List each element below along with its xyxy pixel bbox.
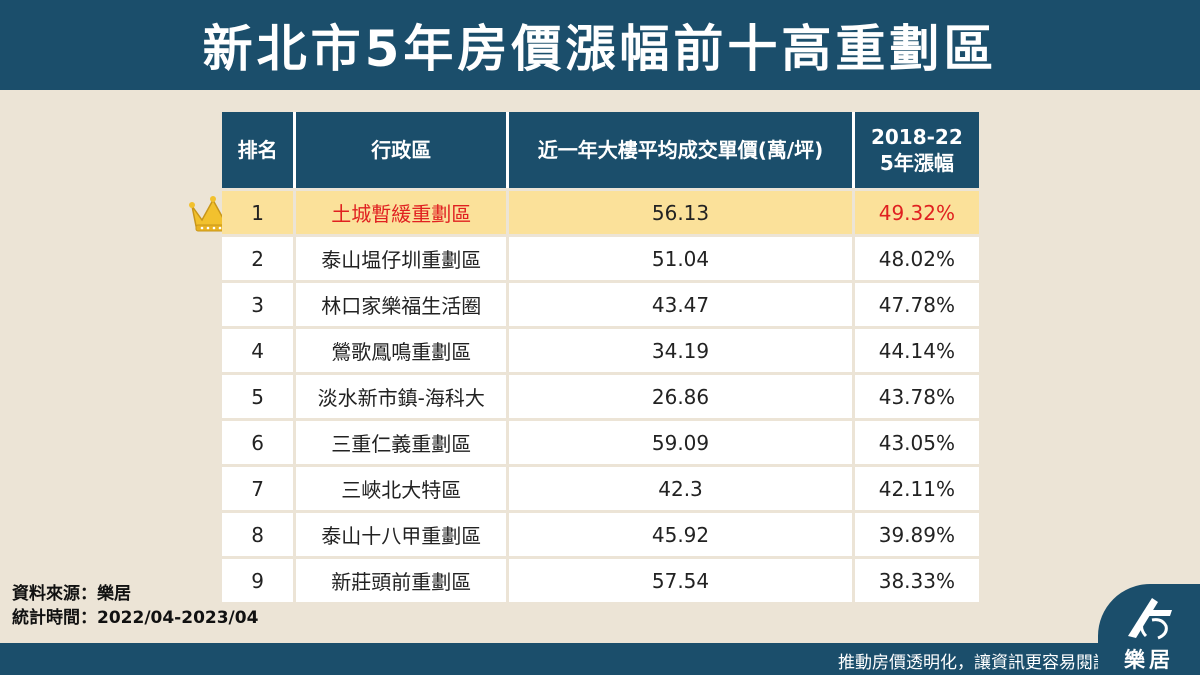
ranking-table: 排名 行政區 近一年大樓平均成交單價(萬/坪) 2018-22 5年漲幅 1 土… (222, 112, 979, 602)
cell-price: 43.47 (509, 280, 855, 326)
cell-rank: 8 (222, 510, 297, 556)
cell-growth: 47.78% (854, 280, 979, 326)
cell-growth: 43.78% (854, 372, 979, 418)
table-row: 9 新莊頭前重劃區 57.54 38.33% (222, 556, 979, 602)
footer-bar: 推動房價透明化，讓資訊更容易閱讀 (0, 643, 1200, 675)
header-growth-line1: 2018-22 (870, 125, 963, 149)
table-row: 7 三峽北大特區 42.3 42.11% (222, 464, 979, 510)
page-title: 新北市5年房價漲幅前十高重劃區 (202, 20, 998, 78)
period-line: 統計時間：2022/04-2023/04 (12, 608, 259, 628)
cell-district: 三峽北大特區 (296, 464, 510, 510)
cell-district: 三重仁義重劃區 (296, 418, 510, 464)
cell-growth: 49.32% (854, 188, 979, 234)
cell-price: 42.3 (509, 464, 855, 510)
source-line: 資料來源：樂居 (12, 584, 131, 604)
header-growth: 2018-22 5年漲幅 (854, 112, 979, 188)
cell-district: 泰山十八甲重劃區 (296, 510, 510, 556)
header-growth-line2: 5年漲幅 (879, 151, 954, 175)
cell-district: 泰山塭仔圳重劃區 (296, 234, 510, 280)
source-note: 資料來源：樂居 統計時間：2022/04-2023/04 (12, 582, 258, 630)
cell-growth: 48.02% (854, 234, 979, 280)
ranking-table-container: 排名 行政區 近一年大樓平均成交單價(萬/坪) 2018-22 5年漲幅 1 土… (222, 112, 979, 602)
table-row: 6 三重仁義重劃區 59.09 43.05% (222, 418, 979, 464)
cell-price: 51.04 (509, 234, 855, 280)
cell-growth: 42.11% (854, 464, 979, 510)
cell-price: 57.54 (509, 556, 855, 602)
cell-district: 土城暫緩重劃區 (296, 188, 510, 234)
footer-slogan: 推動房價透明化，讓資訊更容易閱讀 (838, 653, 1110, 673)
cell-district: 林口家樂福生活圈 (296, 280, 510, 326)
cell-rank: 9 (222, 556, 297, 602)
cell-rank: 5 (222, 372, 297, 418)
cell-rank: 1 (222, 188, 297, 234)
table-row: 2 泰山塭仔圳重劃區 51.04 48.02% (222, 234, 979, 280)
cell-rank: 4 (222, 326, 297, 372)
cell-rank: 7 (222, 464, 297, 510)
table-row: 4 鶯歌鳳鳴重劃區 34.19 44.14% (222, 326, 979, 372)
header-banner: 新北市5年房價漲幅前十高重劃區 (0, 0, 1200, 90)
cell-price: 34.19 (509, 326, 855, 372)
header-rank: 排名 (222, 112, 297, 188)
cell-district: 新莊頭前重劃區 (296, 556, 510, 602)
cell-district: 鶯歌鳳鳴重劃區 (296, 326, 510, 372)
cell-growth: 38.33% (854, 556, 979, 602)
header-district: 行政區 (296, 112, 510, 188)
cell-price: 45.92 (509, 510, 855, 556)
cell-rank: 3 (222, 280, 297, 326)
table-header-row: 排名 行政區 近一年大樓平均成交單價(萬/坪) 2018-22 5年漲幅 (222, 112, 979, 188)
cell-rank: 6 (222, 418, 297, 464)
cell-growth: 44.14% (854, 326, 979, 372)
cell-district: 淡水新市鎮-海科大 (296, 372, 510, 418)
cell-price: 26.86 (509, 372, 855, 418)
cell-growth: 43.05% (854, 418, 979, 464)
table-row: 3 林口家樂福生活圈 43.47 47.78% (222, 280, 979, 326)
table-row: 5 淡水新市鎮-海科大 26.86 43.78% (222, 372, 979, 418)
cell-price: 59.09 (509, 418, 855, 464)
table-row: 8 泰山十八甲重劃區 45.92 39.89% (222, 510, 979, 556)
leju-logo: 樂居 (1098, 584, 1200, 675)
cell-growth: 39.89% (854, 510, 979, 556)
logo-text: 樂居 (1124, 648, 1174, 672)
header-price: 近一年大樓平均成交單價(萬/坪) (509, 112, 855, 188)
cell-price: 56.13 (509, 188, 855, 234)
cell-rank: 2 (222, 234, 297, 280)
table-row: 1 土城暫緩重劃區 56.13 49.32% (222, 188, 979, 234)
leju-logo-icon (1128, 598, 1172, 640)
